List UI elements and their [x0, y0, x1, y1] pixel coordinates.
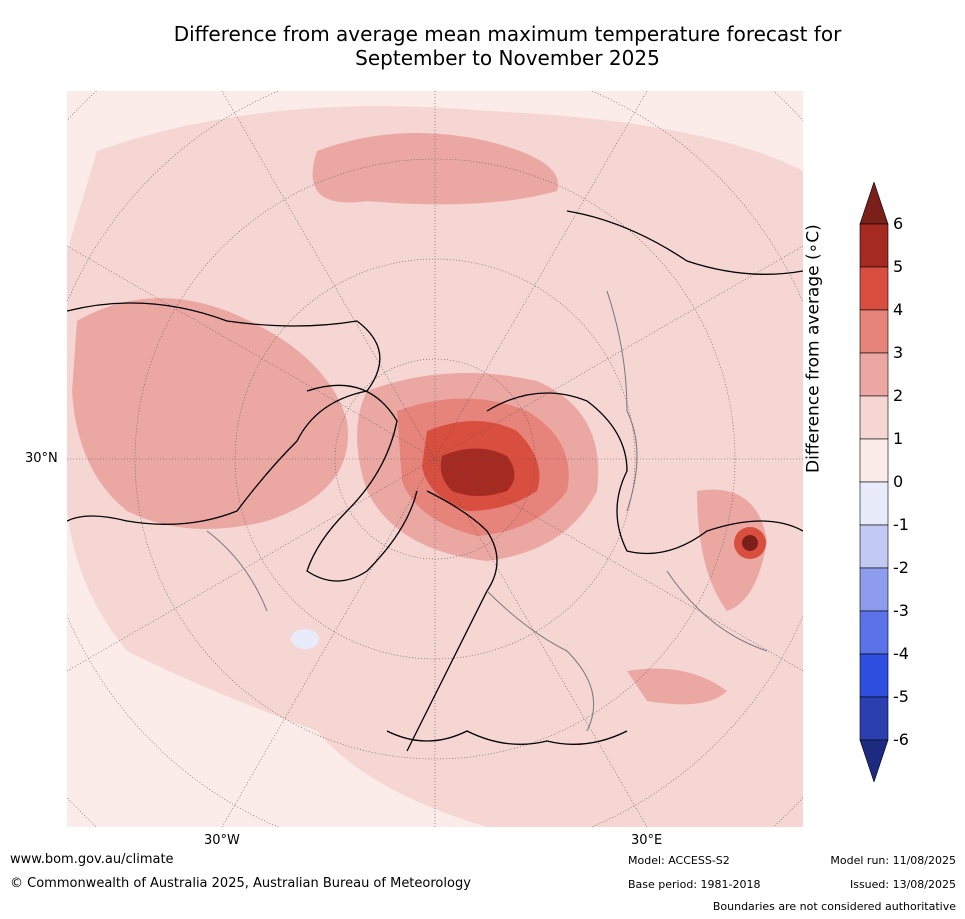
graticule: [67, 91, 803, 827]
colorbar-segment: [859, 653, 889, 698]
colorbar-tick-label: -1: [893, 515, 909, 534]
footer-model-run: Model run: 11/08/2025: [830, 854, 956, 867]
colorbar-segment: [859, 524, 889, 569]
colorbar-tick-label: -2: [893, 558, 909, 577]
colorbar-tick-label: -6: [893, 730, 909, 749]
colorbar-segment: [859, 438, 889, 483]
coastlines: [67, 210, 803, 752]
lon-label-30w: 30°W: [204, 833, 240, 848]
title-line-1: Difference from average mean maximum tem…: [173, 22, 842, 46]
footer-model: Model: ACCESS-S2: [628, 854, 730, 867]
footer-copyright: © Commonwealth of Australia 2025, Austra…: [10, 876, 471, 891]
anomaly-2-3-north-america: [72, 298, 348, 529]
colorbar-tick-label: 6: [893, 214, 904, 233]
colorbar-segment: [859, 352, 889, 397]
anomaly-hotspot-core: [742, 535, 758, 551]
colorbar-extend-top: [859, 182, 889, 225]
colorbar-tick-label: 1: [893, 429, 904, 448]
map-title: Difference from average mean maximum tem…: [60, 22, 955, 70]
colorbar-segment: [859, 395, 889, 440]
colorbar-segment: [859, 266, 889, 311]
map-canvas: [67, 91, 803, 827]
lat-label-30n: 30°N: [25, 451, 58, 466]
colorbar: [859, 182, 889, 782]
colorbar-tick-label: 3: [893, 343, 904, 362]
colorbar-tick-label: 5: [893, 257, 904, 276]
anomaly-2-3-asia: [627, 668, 727, 705]
colorbar-tick-label: -3: [893, 601, 909, 620]
anomaly-2-3-arctic-ocean: [312, 133, 559, 205]
lon-label-30e: 30°E: [631, 833, 663, 848]
colorbar-segment: [859, 696, 889, 741]
footer-issued: Issued: 13/08/2025: [849, 878, 956, 891]
colorbar-tick-label: -5: [893, 687, 909, 706]
polar-map: [67, 91, 803, 827]
colorbar-segment: [859, 223, 889, 268]
colorbar-segment: [859, 610, 889, 655]
colorbar-tick-label: -4: [893, 644, 909, 663]
footer-disclaimer: Boundaries are not considered authoritat…: [712, 900, 956, 913]
title-line-2: September to November 2025: [355, 46, 660, 70]
anomaly-2-3-east-asia: [697, 489, 767, 611]
colorbar-tick-label: 0: [893, 472, 904, 491]
footer-base-period: Base period: 1981-2018: [628, 878, 761, 891]
colorbar-segment: [859, 481, 889, 526]
footer-url[interactable]: www.bom.gov.au/climate: [10, 852, 174, 867]
country-borders: [206, 290, 768, 732]
colorbar-label: Difference from average (∘C): [803, 224, 824, 473]
colorbar-segments: [859, 182, 889, 782]
colorbar-segment: [859, 309, 889, 354]
colorbar-segment: [859, 567, 889, 612]
colorbar-tick-label: 4: [893, 300, 904, 319]
colorbar-tick-label: 2: [893, 386, 904, 405]
anomaly-5-6: [440, 448, 515, 496]
colorbar-extend-bottom: [859, 739, 889, 782]
anomaly-cool-patch: [291, 629, 319, 649]
